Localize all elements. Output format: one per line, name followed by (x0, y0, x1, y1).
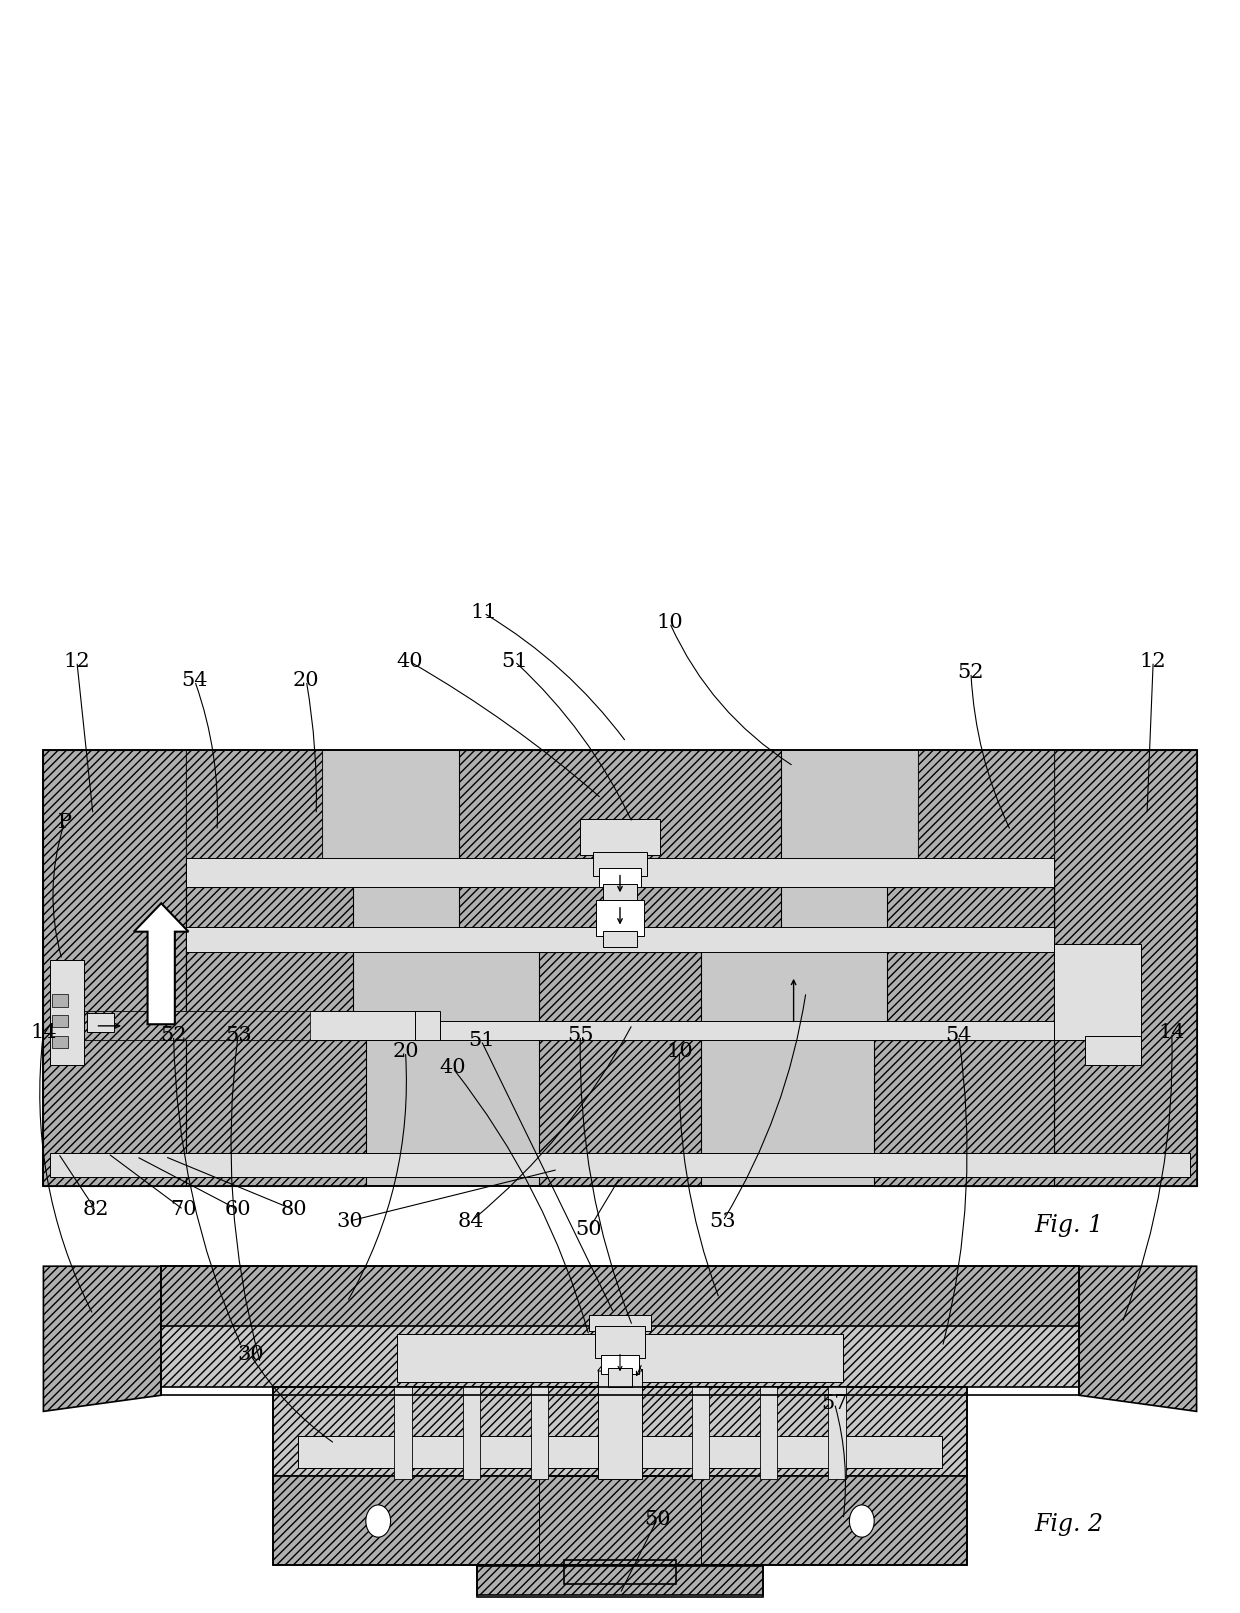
Bar (828, 1386, 846, 1479)
Bar (394, 1386, 412, 1479)
Text: 14: 14 (1158, 1023, 1185, 1042)
Text: 50: 50 (575, 1219, 603, 1239)
Text: 50: 50 (644, 1510, 671, 1529)
Bar (52, 1015, 68, 1027)
Text: 10: 10 (656, 613, 683, 632)
Text: 30: 30 (336, 1211, 363, 1231)
Bar (608, 1368, 632, 1387)
Bar (760, 1386, 777, 1479)
Bar (68, 1011, 428, 1040)
Text: 12: 12 (63, 652, 91, 671)
Bar (50, 960, 84, 1065)
Circle shape (366, 1505, 391, 1537)
Text: 52: 52 (957, 663, 985, 682)
Polygon shape (134, 903, 188, 1024)
Bar (601, 1355, 639, 1374)
Bar (186, 1021, 1054, 1040)
Bar (874, 1040, 1054, 1186)
Bar (599, 868, 641, 887)
Bar (1054, 750, 1197, 1186)
Bar (459, 750, 781, 944)
Bar (186, 927, 1054, 952)
Bar (918, 750, 1054, 944)
Bar (68, 1011, 310, 1040)
Bar (50, 1153, 1190, 1177)
Bar (273, 1387, 967, 1476)
Text: 82: 82 (82, 1200, 109, 1219)
Bar (477, 1566, 763, 1595)
Text: 51: 51 (467, 1031, 495, 1050)
Bar (161, 1266, 1079, 1395)
Circle shape (849, 1505, 874, 1537)
Bar (593, 852, 647, 876)
Text: 57: 57 (821, 1394, 848, 1413)
Polygon shape (43, 1266, 161, 1411)
Text: 54: 54 (945, 1026, 972, 1045)
Text: 60: 60 (224, 1200, 252, 1219)
Bar (539, 952, 701, 1186)
Bar (603, 884, 637, 903)
Bar (397, 1334, 843, 1382)
Bar (43, 750, 1197, 1186)
Text: 11: 11 (470, 603, 497, 623)
Bar (43, 750, 1197, 1186)
Bar (598, 1369, 642, 1479)
Bar (87, 1013, 114, 1032)
Text: 40: 40 (439, 1058, 466, 1077)
Bar (217, 1326, 391, 1374)
Bar (186, 750, 322, 1040)
Text: 20: 20 (392, 1042, 419, 1061)
Bar (539, 1476, 701, 1565)
Bar (887, 887, 1054, 1040)
Bar (52, 994, 68, 1007)
Bar (849, 1326, 1023, 1374)
Bar (273, 1476, 967, 1565)
Bar (589, 1315, 651, 1331)
Text: 40: 40 (396, 652, 423, 671)
Bar (463, 1386, 480, 1479)
Bar (603, 931, 637, 947)
Text: 80: 80 (280, 1200, 308, 1219)
Text: 84: 84 (458, 1211, 485, 1231)
Text: 54: 54 (181, 671, 208, 690)
Bar (596, 900, 644, 936)
Text: 52: 52 (160, 1026, 187, 1045)
Bar (580, 819, 660, 855)
Text: 53: 53 (224, 1026, 252, 1045)
Text: 10: 10 (666, 1042, 693, 1061)
Text: P: P (57, 813, 72, 832)
Bar (161, 1326, 1079, 1387)
Bar (564, 1548, 676, 1589)
Bar (186, 887, 353, 1040)
Bar (186, 1040, 366, 1186)
Bar (1054, 944, 1141, 1040)
Bar (273, 1387, 967, 1565)
Bar (186, 750, 322, 944)
Text: 53: 53 (709, 1211, 737, 1231)
Text: 20: 20 (293, 671, 320, 690)
Text: 14: 14 (30, 1023, 57, 1042)
Bar (298, 1436, 942, 1468)
Polygon shape (1079, 1266, 1197, 1411)
Bar (477, 1565, 763, 1597)
Bar (918, 750, 1054, 1040)
Text: 70: 70 (170, 1200, 197, 1219)
Text: Fig. 2: Fig. 2 (1034, 1513, 1104, 1536)
Bar (1085, 1036, 1141, 1065)
Text: Fig. 1: Fig. 1 (1034, 1215, 1104, 1237)
Bar (531, 1386, 548, 1479)
Text: 30: 30 (237, 1345, 264, 1365)
Polygon shape (598, 1358, 642, 1371)
Bar (692, 1386, 709, 1479)
Text: 12: 12 (1140, 652, 1167, 671)
Bar (43, 750, 186, 1186)
Bar (186, 858, 1054, 887)
Text: 51: 51 (501, 652, 528, 671)
Text: 55: 55 (567, 1026, 594, 1045)
Bar (415, 1011, 440, 1040)
Bar (161, 1266, 1079, 1331)
Bar (52, 1036, 68, 1048)
Bar (564, 1560, 676, 1584)
Bar (595, 1326, 645, 1358)
